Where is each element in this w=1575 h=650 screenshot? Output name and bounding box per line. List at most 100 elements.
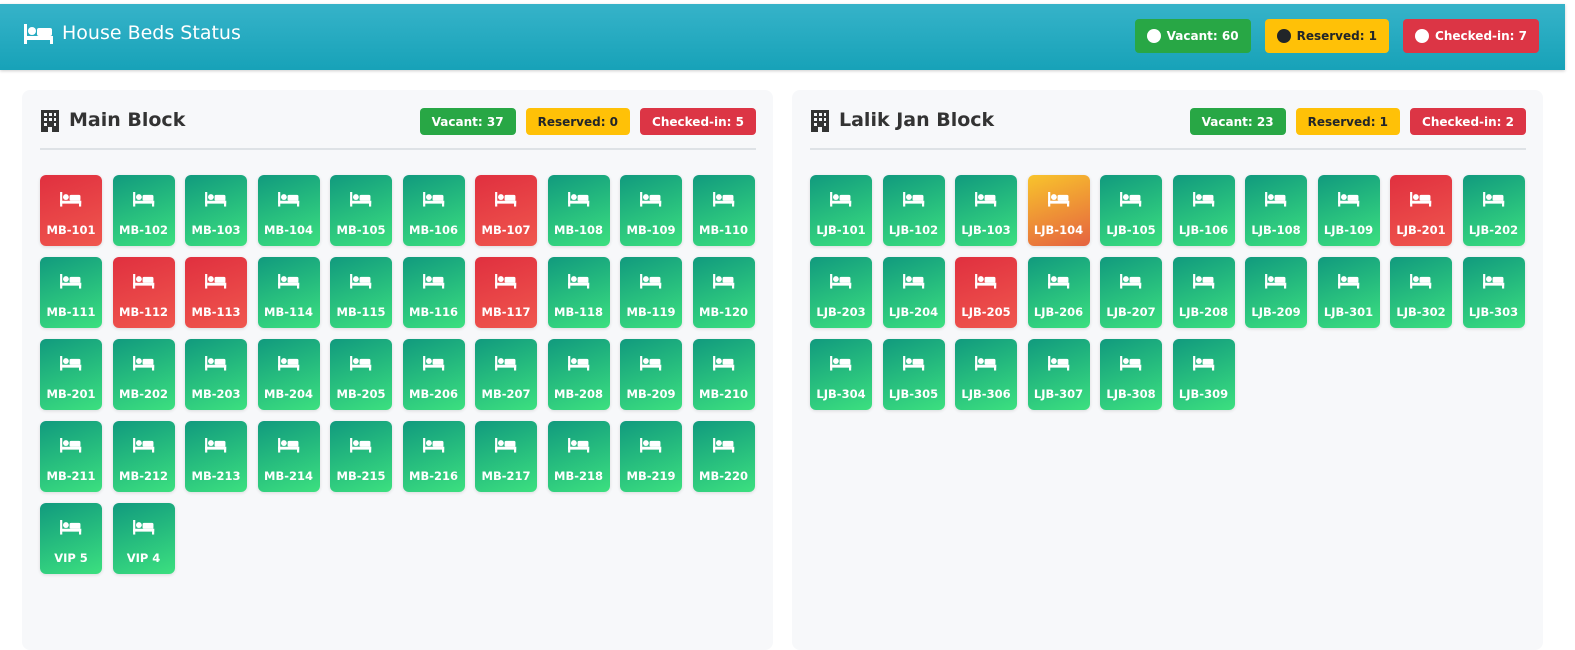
- bed-tile[interactable]: MB-216: [402, 421, 465, 492]
- status-badge: Vacant: 37: [419, 108, 516, 135]
- bed-icon: [422, 438, 444, 453]
- bed-tile[interactable]: LJB-303: [1462, 257, 1525, 328]
- bed-label: LJB-209: [1251, 305, 1301, 319]
- status-dot: [1276, 29, 1291, 43]
- bed-tile[interactable]: MB-112: [112, 257, 175, 328]
- bed-tile[interactable]: LJB-102: [882, 175, 945, 246]
- bed-tile[interactable]: LJB-209: [1245, 257, 1307, 328]
- bed-tile[interactable]: MB-105: [330, 175, 392, 246]
- bed-label: MB-211: [46, 469, 96, 483]
- bed-icon: [60, 192, 82, 207]
- bed-tile[interactable]: MB-210: [692, 339, 755, 410]
- bed-tile[interactable]: LJB-201: [1390, 175, 1452, 246]
- bed-icon: [24, 24, 53, 44]
- bed-label: MB-207: [481, 387, 531, 401]
- bed-tile[interactable]: MB-119: [620, 257, 682, 328]
- bed-icon: [132, 520, 154, 535]
- bed-label: LJB-105: [1106, 223, 1156, 237]
- bed-label: MB-213: [191, 469, 241, 483]
- bed-tile[interactable]: MB-215: [330, 421, 392, 492]
- bed-tile[interactable]: LJB-105: [1100, 175, 1162, 246]
- bed-tile[interactable]: LJB-306: [955, 339, 1017, 410]
- bed-tile[interactable]: LJB-309: [1172, 339, 1235, 410]
- bed-tile[interactable]: LJB-207: [1100, 257, 1162, 328]
- bed-tile[interactable]: LJB-204: [882, 257, 945, 328]
- bed-label: MB-106: [409, 223, 458, 237]
- bed-icon: [640, 274, 662, 289]
- bed-tile[interactable]: MB-102: [112, 175, 175, 246]
- bed-label: MB-103: [191, 223, 241, 237]
- bed-label: LJB-205: [961, 305, 1011, 319]
- bed-tile[interactable]: MB-204: [257, 339, 320, 410]
- bed-tile[interactable]: MB-118: [547, 257, 610, 328]
- bed-label: MB-119: [626, 305, 676, 319]
- bed-tile[interactable]: MB-218: [547, 421, 610, 492]
- bed-tile[interactable]: LJB-307: [1027, 339, 1090, 410]
- bed-label: VIP 4: [126, 551, 161, 565]
- bed-tile[interactable]: MB-115: [330, 257, 392, 328]
- bed-tile[interactable]: MB-120: [692, 257, 755, 328]
- bed-label: LJB-204: [888, 305, 939, 319]
- bed-tile[interactable]: MB-213: [185, 421, 247, 492]
- bed-icon: [640, 356, 662, 371]
- bed-tile[interactable]: MB-103: [185, 175, 247, 246]
- bed-label: LJB-207: [1106, 305, 1156, 319]
- bed-tile[interactable]: MB-101: [40, 175, 102, 246]
- bed-tile[interactable]: MB-116: [402, 257, 465, 328]
- bed-tile[interactable]: MB-202: [112, 339, 175, 410]
- bed-tile[interactable]: VIP 5: [40, 503, 102, 574]
- bed-tile[interactable]: MB-114: [257, 257, 320, 328]
- bed-icon: [567, 274, 589, 289]
- bed-tile[interactable]: LJB-304: [810, 339, 872, 410]
- bed-tile[interactable]: VIP 4: [112, 503, 175, 574]
- bed-tile[interactable]: LJB-101: [810, 175, 872, 246]
- bed-tile[interactable]: LJB-104: [1027, 175, 1090, 246]
- bed-icon: [830, 356, 852, 371]
- bed-icon: [422, 192, 444, 207]
- bed-tile[interactable]: MB-109: [620, 175, 682, 246]
- bed-tile[interactable]: MB-217: [475, 421, 537, 492]
- bed-tile[interactable]: MB-211: [40, 421, 102, 492]
- block-badges: Vacant: 37 Reserved: 0 Checked-in: 5: [419, 108, 756, 135]
- bed-label: LJB-307: [1033, 387, 1084, 401]
- bed-tile[interactable]: LJB-206: [1027, 257, 1090, 328]
- bed-tile[interactable]: LJB-202: [1462, 175, 1525, 246]
- bed-tile[interactable]: LJB-108: [1245, 175, 1307, 246]
- bed-tile[interactable]: MB-106: [402, 175, 465, 246]
- bed-tile[interactable]: LJB-208: [1172, 257, 1235, 328]
- bed-tile[interactable]: LJB-203: [810, 257, 872, 328]
- bed-icon: [60, 438, 82, 453]
- bed-tile[interactable]: LJB-109: [1317, 175, 1380, 246]
- bed-label: MB-214: [264, 469, 313, 483]
- bed-tile[interactable]: MB-110: [692, 175, 755, 246]
- bed-tile[interactable]: MB-107: [475, 175, 537, 246]
- bed-tile[interactable]: MB-207: [475, 339, 537, 410]
- bed-tile[interactable]: LJB-205: [955, 257, 1017, 328]
- bed-tile[interactable]: MB-113: [185, 257, 247, 328]
- block-panel: Main Block Vacant: 37 Reserved: 0 Checked-i…: [22, 90, 773, 650]
- bed-tile[interactable]: LJB-301: [1317, 257, 1380, 328]
- bed-icon: [1120, 356, 1142, 371]
- bed-tile[interactable]: MB-201: [40, 339, 102, 410]
- bed-label: MB-111: [46, 305, 96, 319]
- bed-tile[interactable]: LJB-305: [882, 339, 945, 410]
- bed-icon: [350, 438, 372, 453]
- bed-tile[interactable]: MB-108: [547, 175, 610, 246]
- bed-tile[interactable]: MB-214: [257, 421, 320, 492]
- bed-tile[interactable]: LJB-106: [1172, 175, 1235, 246]
- bed-tile[interactable]: MB-117: [475, 257, 537, 328]
- bed-tile[interactable]: MB-220: [692, 421, 755, 492]
- bed-tile[interactable]: MB-104: [257, 175, 320, 246]
- bed-tile[interactable]: LJB-103: [955, 175, 1017, 246]
- bed-tile[interactable]: LJB-302: [1390, 257, 1452, 328]
- bed-tile[interactable]: MB-212: [112, 421, 175, 492]
- bed-tile[interactable]: MB-111: [40, 257, 102, 328]
- bed-tile[interactable]: MB-208: [547, 339, 610, 410]
- bed-tile[interactable]: MB-203: [185, 339, 247, 410]
- bed-tile[interactable]: MB-219: [620, 421, 682, 492]
- bed-tile[interactable]: LJB-308: [1100, 339, 1162, 410]
- bed-tile[interactable]: MB-206: [402, 339, 465, 410]
- bed-tile[interactable]: MB-209: [620, 339, 682, 410]
- bed-tile[interactable]: MB-205: [330, 339, 392, 410]
- bed-label: MB-110: [699, 223, 748, 237]
